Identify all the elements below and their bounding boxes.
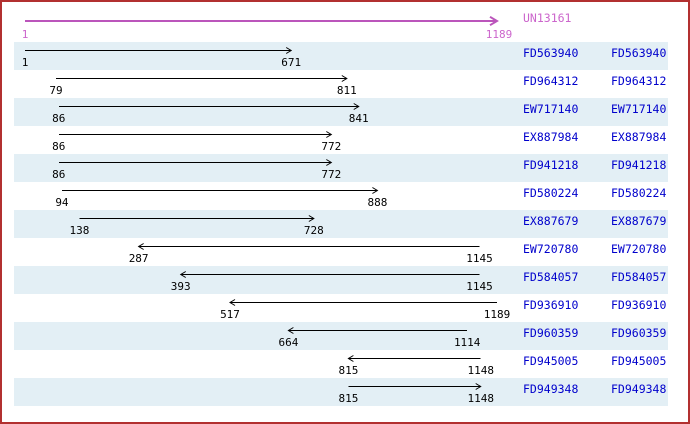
accession-link-secondary[interactable]: EX887679 xyxy=(611,214,667,228)
accession-link[interactable]: FD936910 xyxy=(523,298,579,312)
alignment-end-coordinate: 772 xyxy=(321,168,342,181)
alignment-arrow xyxy=(58,103,360,110)
alignment-start-coordinate: 517 xyxy=(220,308,240,321)
accession-link[interactable]: FD949348 xyxy=(523,382,579,396)
accession-link-secondary[interactable]: FD563940 xyxy=(611,46,667,60)
accession-link[interactable]: FD584057 xyxy=(523,270,579,284)
alignment-start-coordinate: 815 xyxy=(338,364,359,377)
alignment-row: 86 841 EW717140 EW717140 xyxy=(2,98,688,126)
accession-link[interactable]: EW720780 xyxy=(523,242,579,256)
row-background xyxy=(14,154,668,182)
reference-arrow xyxy=(25,15,499,27)
accession-link[interactable]: FD941218 xyxy=(523,158,579,172)
reference-start-coordinate: 1 xyxy=(21,28,29,41)
accession-link-secondary[interactable]: FD964312 xyxy=(611,74,667,88)
alignment-arrow xyxy=(287,327,468,334)
accession-link-secondary[interactable]: FD945005 xyxy=(611,354,667,368)
accession-link[interactable]: FD960359 xyxy=(523,326,579,340)
reference-track: 1 1189 UN13161 xyxy=(2,2,688,42)
alignment-row: 94 888 FD580224 FD580224 xyxy=(2,182,688,210)
alignment-end-coordinate: 1189 xyxy=(483,308,511,321)
alignment-arrow xyxy=(25,47,293,54)
row-background xyxy=(14,266,668,294)
alignment-row: 287 1145 EW720780 EW720780 xyxy=(2,238,688,266)
accession-link-secondary[interactable]: FD584057 xyxy=(611,270,667,284)
alignment-row: 664 1114 FD960359 FD960359 xyxy=(2,322,688,350)
alignment-end-coordinate: 728 xyxy=(303,224,324,237)
alignment-arrow xyxy=(79,215,315,222)
alignment-start-coordinate: 79 xyxy=(49,84,63,97)
alignment-start-coordinate: 287 xyxy=(128,252,149,265)
alignment-arrow xyxy=(58,159,333,166)
accession-link-secondary[interactable]: FD936910 xyxy=(611,298,667,312)
row-background xyxy=(14,98,668,126)
alignment-end-coordinate: 1145 xyxy=(466,280,493,293)
row-background xyxy=(14,210,668,238)
accession-link[interactable]: EX887679 xyxy=(523,214,579,228)
reference-id-label: UN13161 xyxy=(523,11,572,25)
accession-link[interactable]: FD964312 xyxy=(523,74,579,88)
accession-link[interactable]: EX887984 xyxy=(523,130,579,144)
accession-link[interactable]: FD945005 xyxy=(523,354,579,368)
alignment-start-coordinate: 94 xyxy=(55,196,69,209)
alignment-start-coordinate: 815 xyxy=(338,392,359,405)
alignment-end-coordinate: 1148 xyxy=(467,392,494,405)
reference-end-coordinate: 1189 xyxy=(485,28,513,41)
accession-link[interactable]: FD580224 xyxy=(523,186,579,200)
row-background xyxy=(14,42,668,70)
alignment-row: 86 772 EX887984 EX887984 xyxy=(2,126,688,154)
alignment-start-coordinate: 86 xyxy=(52,140,66,153)
accession-link-secondary[interactable]: FD580224 xyxy=(611,186,667,200)
alignment-arrow xyxy=(179,271,480,278)
alignment-arrow xyxy=(348,383,482,390)
alignment-start-coordinate: 1 xyxy=(21,56,29,69)
alignment-arrow xyxy=(55,75,348,82)
row-background xyxy=(14,322,668,350)
alignment-row: 517 1189 FD936910 FD936910 xyxy=(2,294,688,322)
alignment-start-coordinate: 86 xyxy=(52,168,66,181)
alignment-arrow xyxy=(229,299,497,306)
alignment-end-coordinate: 1145 xyxy=(466,252,493,265)
row-background xyxy=(14,378,668,406)
alignment-start-coordinate: 86 xyxy=(52,112,66,125)
accession-link-secondary[interactable]: FD960359 xyxy=(611,326,667,340)
accession-link-secondary[interactable]: EX887984 xyxy=(611,130,667,144)
accession-link[interactable]: FD563940 xyxy=(523,46,579,60)
alignment-end-coordinate: 1148 xyxy=(467,364,494,377)
alignment-row: 393 1145 FD584057 FD584057 xyxy=(2,266,688,294)
alignment-arrow xyxy=(347,355,481,362)
alignment-start-coordinate: 393 xyxy=(170,280,191,293)
alignment-row: 138 728 EX887679 EX887679 xyxy=(2,210,688,238)
alignment-start-coordinate: 138 xyxy=(69,224,90,237)
accession-link-secondary[interactable]: EW720780 xyxy=(611,242,667,256)
alignment-row: 815 1148 FD949348 FD949348 xyxy=(2,378,688,406)
accession-link-secondary[interactable]: EW717140 xyxy=(611,102,667,116)
alignment-end-coordinate: 671 xyxy=(281,56,302,69)
alignment-end-coordinate: 1114 xyxy=(453,336,481,349)
alignment-row: 815 1148 FD945005 FD945005 xyxy=(2,350,688,378)
alignment-arrow xyxy=(61,187,379,194)
alignment-row: 1 671 FD563940 FD563940 xyxy=(2,42,688,70)
alignment-end-coordinate: 841 xyxy=(348,112,369,125)
alignment-start-coordinate: 664 xyxy=(278,336,299,349)
alignment-arrow xyxy=(58,131,333,138)
accession-link-secondary[interactable]: FD941218 xyxy=(611,158,667,172)
alignment-end-coordinate: 888 xyxy=(367,196,388,209)
alignment-arrow xyxy=(137,243,480,250)
alignment-end-coordinate: 772 xyxy=(321,140,342,153)
alignment-row: 86 772 FD941218 FD941218 xyxy=(2,154,688,182)
alignment-end-coordinate: 811 xyxy=(336,84,357,97)
alignment-row: 79 811 FD964312 FD964312 xyxy=(2,70,688,98)
accession-link[interactable]: EW717140 xyxy=(523,102,579,116)
accession-link-secondary[interactable]: FD949348 xyxy=(611,382,667,396)
